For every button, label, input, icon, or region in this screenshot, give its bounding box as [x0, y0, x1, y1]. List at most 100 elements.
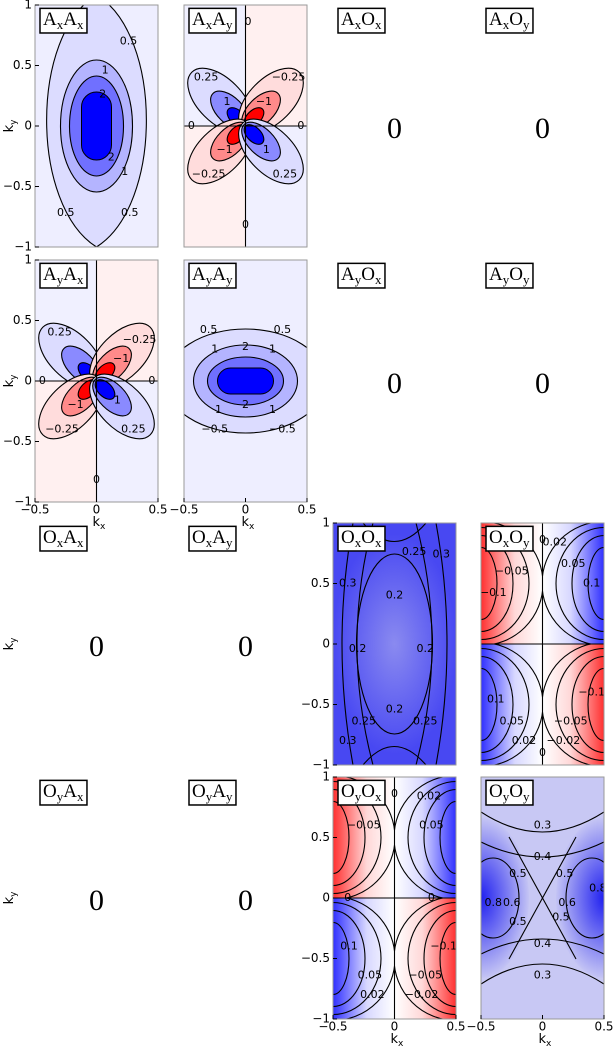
contour-label: 0 [148, 374, 155, 387]
title-box [188, 7, 237, 34]
contour-label: 0 [93, 473, 100, 486]
contour-label: 0.05 [561, 557, 586, 570]
heatmap: 0 0.25 −0.25 1 −1 0 0 −1 1 −0.25 0.25 0 [184, 5, 307, 247]
contour-label: −0.05 [495, 564, 529, 577]
panel: 0.5 0.5 1 1 2 2 1 1 −0.5 −0.5 AyAy [183, 259, 308, 503]
contour-label: −0.05 [408, 968, 442, 981]
contour [555, 647, 604, 762]
contour-label: −1 [256, 95, 272, 108]
contour-label: 1 [263, 143, 270, 156]
contour-label: 0.1 [487, 693, 505, 706]
panel: 0 AyOx [337, 262, 402, 400]
panel-title: OyAx [43, 781, 84, 804]
panel-frame [480, 522, 605, 766]
contour [481, 647, 530, 762]
zero-label: 0 [89, 884, 104, 917]
y-tick-label: −1 [14, 495, 32, 509]
contour-label: 0.5 [552, 910, 570, 923]
title-box [485, 262, 534, 289]
contour [362, 745, 427, 765]
y-tick-label: 0.5 [311, 830, 330, 844]
contour-label: 0 [242, 218, 249, 231]
contour-label: 0.25 [121, 422, 145, 435]
y-tick-label: −1 [312, 758, 330, 772]
contour-label: −0.1 [430, 939, 457, 952]
x-tick-label: 0.5 [148, 503, 167, 517]
panel: 0 OyAx [39, 779, 104, 917]
contour [333, 780, 382, 895]
contour-label: 1 [102, 63, 109, 76]
contour-label: 0 [344, 891, 351, 904]
contour [333, 909, 366, 1008]
background [542, 523, 604, 644]
contour-label: 0.5 [57, 206, 75, 219]
contour-label: 1 [121, 165, 128, 178]
contour-label: −0.25 [45, 422, 79, 435]
contour-label: 0.8 [485, 896, 503, 909]
panel: 0.25 0.3 0.3 0.2 0.2 0.2 0.2 0.25 0.25 0.3 OxOx [332, 522, 457, 766]
contour [481, 841, 604, 858]
core [81, 91, 112, 161]
panel-title: OxAy [192, 527, 233, 550]
contour-label: 0.05 [500, 714, 525, 727]
contour [481, 938, 604, 955]
contour-label: 0 [39, 374, 46, 387]
contour-label: 0 [244, 15, 251, 28]
contour-label: 0 [391, 787, 398, 800]
quadrant [542, 523, 604, 644]
contour-label: 1 [269, 343, 276, 356]
contour-label: 0.3 [432, 547, 450, 560]
contour-label: −0.5 [201, 422, 228, 435]
contour-label: 0 [539, 746, 546, 759]
panel-title: OxAx [43, 527, 84, 550]
y-tick-label: 1 [24, 253, 32, 267]
contour [565, 857, 604, 939]
panel-title: AxOy [489, 9, 530, 32]
contour-label: 0.02 [512, 734, 537, 747]
contour [571, 534, 604, 633]
quadrant [542, 644, 604, 765]
zero-label: 0 [387, 112, 402, 145]
zero-label: 0 [387, 367, 402, 400]
contour [555, 526, 604, 641]
contour-label: 0.2 [417, 642, 435, 655]
x-tick-label: 0 [242, 503, 250, 517]
y-tick-label: −0.5 [301, 951, 330, 965]
panel-title: OyOy [489, 781, 530, 804]
y-axis-label: ky [2, 637, 19, 651]
background [542, 644, 604, 765]
contour-label: −0.5 [269, 422, 296, 435]
contour-label: 0.02 [360, 988, 385, 1001]
contour-label: 2 [242, 340, 249, 353]
title-box [39, 262, 88, 289]
contour-label: 0.5 [200, 323, 218, 336]
contour-label: 0.1 [583, 577, 601, 590]
y-tick-label: 0 [322, 891, 330, 905]
contour-label: −0.05 [554, 714, 588, 727]
contour-label: 0.3 [534, 968, 552, 981]
contour [587, 667, 604, 742]
y-tick-label: −0.5 [3, 434, 32, 448]
x-tick-label: 0.5 [297, 503, 316, 517]
contour-label: −0.02 [547, 734, 581, 747]
contour [333, 921, 350, 996]
contour-label: 2 [99, 88, 106, 101]
contour [333, 788, 366, 887]
panel: 0 AyOy [485, 262, 550, 400]
contour-label: 0.5 [509, 915, 527, 928]
contour-label: 2 [108, 150, 115, 163]
contour [356, 523, 374, 765]
contour [333, 800, 350, 875]
contour-label: −0.02 [405, 988, 439, 1001]
core [217, 367, 274, 395]
panel-title: AxOx [341, 9, 382, 32]
panel-title: OyOx [341, 781, 382, 804]
title-box [39, 779, 88, 806]
panel: 0 0.25 −0.25 1 −1 0 0 −1 1 −0.25 0.25 0 AxAy [183, 4, 308, 248]
zero-label: 0 [535, 112, 550, 145]
contour-label: 2 [242, 398, 249, 411]
x-axis-label: kx [539, 1032, 553, 1049]
zero-label: 0 [238, 630, 253, 663]
